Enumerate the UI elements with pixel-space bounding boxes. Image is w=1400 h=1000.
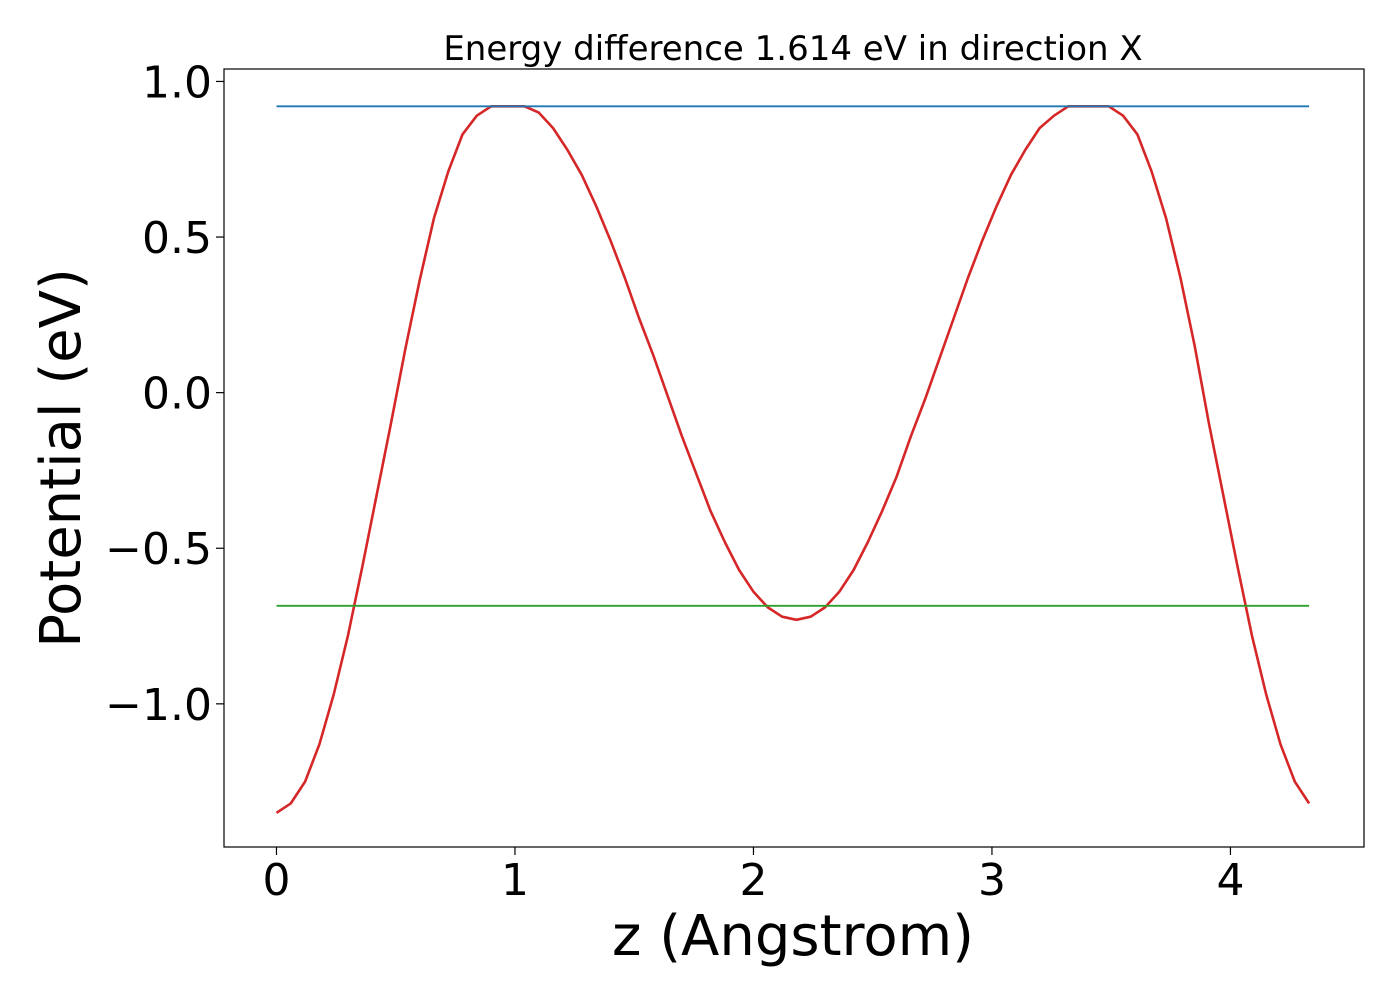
y-tick-label: 0.5	[142, 213, 212, 264]
x-axis-label: z (Angstrom)	[612, 904, 974, 969]
y-tick-label: −0.5	[105, 524, 212, 575]
x-tick-label: 1	[501, 855, 529, 906]
y-tick-label: −1.0	[105, 680, 212, 731]
y-axis-ticks: 1.0 0.5 0.0 −0.5 −1.0	[105, 57, 224, 731]
x-tick-label: 3	[978, 855, 1006, 906]
y-tick-label: 0.0	[142, 369, 212, 420]
x-axis-ticks: 0 1 2 3 4	[262, 847, 1244, 906]
plot-frame	[223, 68, 1365, 848]
x-tick-label: 2	[739, 855, 767, 906]
x-tick-label: 0	[262, 855, 290, 906]
chart-title: Energy difference 1.614 eV in direction …	[443, 29, 1142, 69]
x-tick-label: 4	[1216, 855, 1244, 906]
y-axis-label: Potential (eV)	[29, 268, 94, 648]
y-tick-label: 1.0	[142, 57, 212, 108]
series-line-potential	[275, 105, 1311, 814]
series-layer	[275, 105, 1311, 814]
